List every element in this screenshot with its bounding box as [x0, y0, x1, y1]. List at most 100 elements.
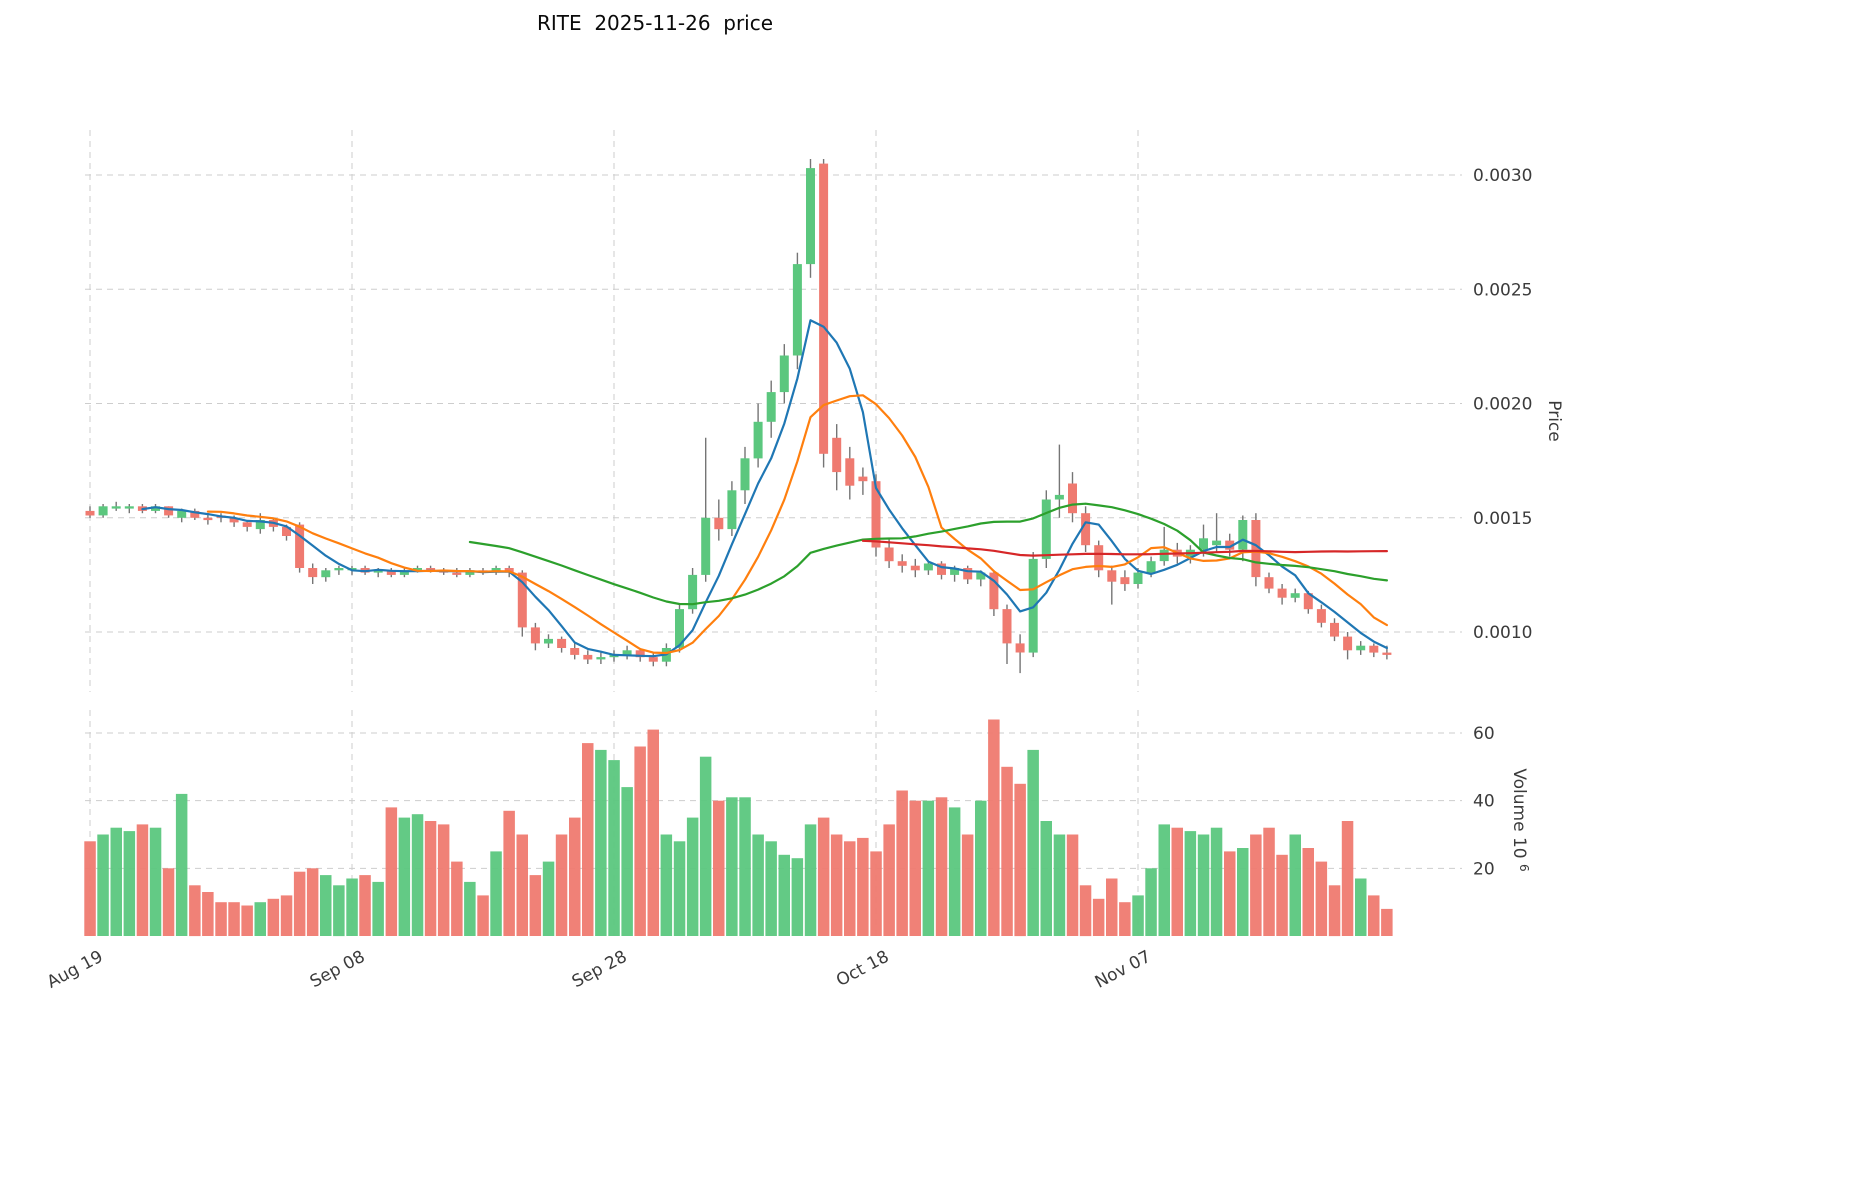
- candle-down: [989, 572, 999, 610]
- price-tick-label: 0.0010: [1473, 623, 1532, 643]
- candle-down: [648, 657, 658, 662]
- volume-bar: [398, 817, 411, 936]
- candle-up: [1041, 499, 1051, 559]
- volume-bar: [293, 871, 306, 936]
- candle-down: [557, 638, 567, 648]
- volume-bar: [542, 861, 555, 936]
- volume-bar: [673, 841, 686, 936]
- candle-down: [242, 522, 252, 527]
- volume-bar: [411, 814, 424, 936]
- candle-down: [1120, 577, 1130, 585]
- candle-down: [583, 654, 593, 660]
- ma-line-5: [141, 319, 1389, 658]
- candle-up: [177, 510, 187, 518]
- candle-down: [937, 563, 946, 575]
- candle-up: [688, 574, 698, 610]
- volume-bar: [765, 841, 777, 936]
- volume-bar: [595, 749, 607, 936]
- volume-bar: [123, 831, 136, 936]
- volume-bar: [555, 834, 568, 936]
- volume-bar: [726, 797, 738, 936]
- candle-up: [1133, 572, 1143, 584]
- candle-up: [1212, 540, 1222, 546]
- volume-bar: [1368, 895, 1380, 936]
- candle-down: [1251, 520, 1261, 578]
- volume-bar: [608, 760, 620, 936]
- volume-bar: [333, 885, 345, 937]
- volume-bar: [464, 881, 476, 936]
- candle-up: [373, 570, 383, 573]
- candle-down: [452, 572, 462, 575]
- volume-bar: [1132, 895, 1144, 936]
- volume-bar: [1210, 827, 1223, 936]
- volume-bar: [830, 834, 843, 936]
- volume-bar: [1027, 749, 1039, 936]
- volume-bar: [883, 824, 895, 936]
- candle-up: [950, 568, 960, 575]
- volume-bar: [660, 834, 673, 936]
- price-tick-label: 0.0015: [1473, 509, 1532, 529]
- volume-bar: [1263, 827, 1275, 936]
- volume-bar: [372, 881, 384, 936]
- candle-down: [1316, 609, 1326, 623]
- candle-up: [465, 570, 475, 575]
- candle-down: [517, 572, 527, 628]
- candle-down: [1343, 636, 1353, 651]
- volume-bar: [110, 827, 122, 936]
- price-axis-label: Price: [1544, 400, 1564, 441]
- volume-bar: [359, 875, 371, 936]
- volume-axis-label-exponent: 6: [1517, 864, 1531, 872]
- volume-bar: [896, 790, 908, 936]
- volume-bar: [1224, 851, 1236, 936]
- volume-bar: [1237, 848, 1249, 936]
- volume-axis-label: Volume 10 6: [1509, 768, 1531, 871]
- volume-bar: [1171, 827, 1183, 936]
- volume-bar: [516, 834, 528, 936]
- candle-up: [1199, 538, 1208, 550]
- candle-up: [753, 421, 763, 459]
- volume-bar: [451, 861, 463, 936]
- volume-bar: [870, 851, 882, 936]
- volume-bar: [267, 898, 280, 936]
- volume-bar: [975, 800, 987, 936]
- volume-bar: [1289, 834, 1301, 936]
- candle-down: [203, 517, 213, 521]
- candle-down: [1264, 577, 1274, 589]
- volume-bar: [175, 793, 188, 936]
- volume-axis-label-text: Volume 10: [1509, 768, 1529, 858]
- volume-bar: [424, 821, 437, 936]
- candle-up: [1290, 593, 1300, 598]
- candle-up: [255, 520, 265, 530]
- candle-up: [399, 570, 409, 575]
- candle-down: [426, 568, 436, 571]
- candle-down: [1225, 540, 1235, 550]
- candle-up: [976, 572, 986, 580]
- candle-up: [727, 490, 737, 530]
- candle-down: [714, 517, 724, 530]
- moving-average-lines: [141, 319, 1389, 658]
- price-tick-label: 0.0025: [1473, 280, 1532, 300]
- volume-tick-label: 40: [1473, 792, 1495, 812]
- volume-bar: [280, 895, 293, 936]
- volume-bar: [844, 841, 856, 936]
- volume-bar: [1341, 821, 1354, 936]
- candle-down: [884, 547, 894, 562]
- volume-bar: [817, 817, 830, 936]
- volume-bar: [699, 756, 712, 936]
- volume-bar: [804, 824, 817, 936]
- candle-down: [963, 568, 973, 580]
- candle-down: [1094, 545, 1104, 571]
- volume-bar: [1158, 824, 1170, 936]
- candle-down: [1277, 588, 1287, 598]
- volume-bar: [752, 834, 764, 936]
- volume-bar: [503, 810, 515, 936]
- volume-bar: [1145, 868, 1157, 936]
- candle-down: [386, 570, 396, 575]
- volume-bar: [84, 841, 96, 936]
- candle-down: [819, 163, 829, 454]
- volume-bar: [1053, 834, 1066, 936]
- volume-bar: [346, 878, 358, 936]
- candle-up: [740, 458, 750, 491]
- ma-line-30: [468, 502, 1389, 606]
